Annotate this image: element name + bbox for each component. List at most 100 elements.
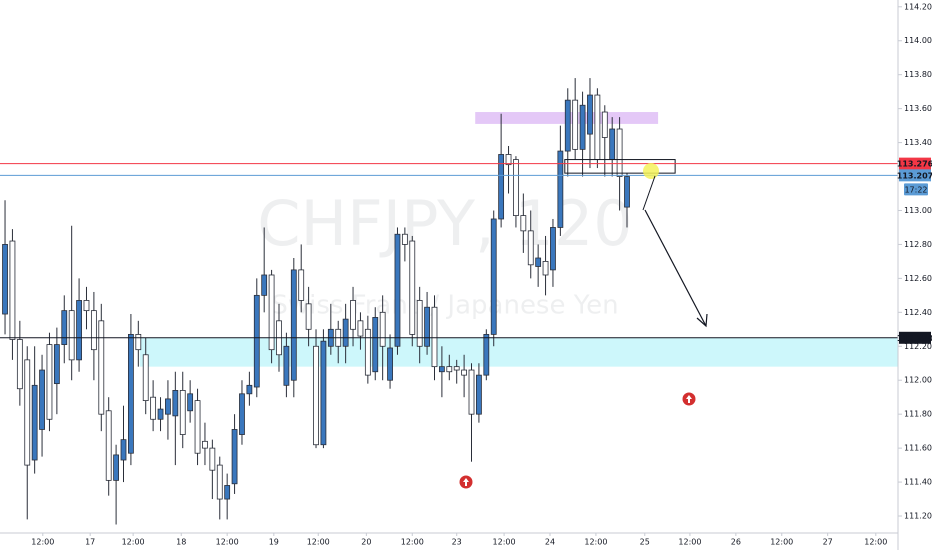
candle-body <box>120 439 127 461</box>
x-tick-label: 12:00 <box>770 538 793 547</box>
candle-body <box>31 384 38 461</box>
drawings <box>459 163 708 489</box>
x-tick-label: 19 <box>269 538 279 547</box>
event-icon <box>682 392 696 406</box>
candle-body <box>16 339 23 390</box>
candle-body <box>268 274 275 351</box>
candle-body <box>209 447 216 471</box>
candle-body <box>446 366 453 373</box>
candle-body <box>76 300 82 361</box>
event-icon <box>459 475 473 489</box>
candle-body <box>2 244 8 315</box>
candle-body <box>550 227 556 271</box>
candle-body <box>224 485 231 500</box>
candle-body <box>461 369 468 376</box>
x-tick-label: 12:00 <box>678 538 701 547</box>
candle-body <box>283 345 290 386</box>
candle-body <box>513 159 519 216</box>
candle-body <box>594 94 601 160</box>
y-tick-label: 114.000 <box>904 36 932 45</box>
candle-body <box>572 99 579 150</box>
candle-body <box>379 311 386 347</box>
candle-body <box>468 369 475 415</box>
candle-body <box>24 359 31 466</box>
candle-body <box>564 99 571 152</box>
candle-body <box>142 354 149 401</box>
y-tick-label: 112.000 <box>904 376 932 385</box>
candle-body <box>290 269 297 381</box>
candle-body <box>135 333 142 351</box>
x-tick-label: 25 <box>640 538 650 547</box>
candle-body <box>498 154 505 220</box>
candle-body <box>557 150 564 228</box>
candle-body <box>424 306 430 347</box>
y-tick-label: 111.800 <box>904 410 932 419</box>
x-tick-label: 12:00 <box>31 538 54 547</box>
candle-body <box>53 344 60 385</box>
candle-body <box>320 340 327 446</box>
candle-body <box>409 240 416 335</box>
candle-body <box>253 294 260 388</box>
candle-body <box>431 306 438 368</box>
watermark-symbol: CHFJPY, 120 <box>257 187 633 260</box>
candle-body <box>587 94 593 135</box>
candle-body <box>401 233 408 245</box>
y-tick-label: 112.800 <box>904 240 932 249</box>
x-tick-label: 12:00 <box>401 538 424 547</box>
candle-body <box>483 333 490 376</box>
candle-body <box>364 328 371 376</box>
candle-body <box>194 400 201 454</box>
trend-line <box>642 175 656 211</box>
candle-body <box>98 320 105 415</box>
x-tick-label: 17 <box>85 538 95 547</box>
y-tick-label: 113.600 <box>904 104 932 113</box>
candle-body <box>616 128 623 177</box>
candle-body <box>179 390 186 435</box>
countdown: 17:22 <box>904 185 927 194</box>
candle-body <box>90 310 97 351</box>
x-tick-label: 24 <box>545 538 555 547</box>
candle-body <box>476 374 482 415</box>
candle-body <box>505 154 512 166</box>
price-label: 113.276 <box>897 160 932 169</box>
y-tick-label: 113.800 <box>904 70 932 79</box>
x-tick-label: 12:00 <box>122 538 145 547</box>
plot <box>0 78 898 525</box>
candle-body <box>313 345 319 446</box>
y-tick-label: 111.400 <box>904 478 932 487</box>
y-tick-label: 114.200 <box>904 2 932 11</box>
candle-body <box>601 111 608 138</box>
watermark-name: Swiss Franc / Japanese Yen <box>271 291 618 321</box>
candle-body <box>202 440 208 449</box>
y-tick-label: 112.600 <box>904 274 932 283</box>
candle-body <box>372 317 379 373</box>
x-tick-label: 27 <box>823 538 833 547</box>
candle-body <box>387 347 393 381</box>
candle-body <box>527 230 534 266</box>
candle-body <box>83 300 90 312</box>
candle-body <box>231 429 238 485</box>
y-tick-label: 112.200 <box>904 342 932 351</box>
candle-body <box>68 310 75 361</box>
candle-body <box>128 333 134 454</box>
price-label-box <box>899 331 931 344</box>
candle-body <box>438 366 445 373</box>
candle-body <box>357 320 364 337</box>
x-tick-label: 20 <box>361 538 371 547</box>
candle-body <box>105 410 112 481</box>
countdown-box <box>904 183 928 196</box>
candle-body <box>350 300 356 330</box>
price-label-box <box>899 169 931 182</box>
x-tick-label: 26 <box>731 538 741 547</box>
candle-body <box>542 261 549 276</box>
candle-body <box>416 300 423 347</box>
candle-body <box>165 398 171 415</box>
candle-body <box>239 393 245 435</box>
x-tick-label: 12:00 <box>493 538 516 547</box>
candle-body <box>535 257 542 267</box>
price-label-box <box>899 157 931 170</box>
candle-body <box>261 274 268 296</box>
y-tick-label: 113.000 <box>904 206 932 215</box>
